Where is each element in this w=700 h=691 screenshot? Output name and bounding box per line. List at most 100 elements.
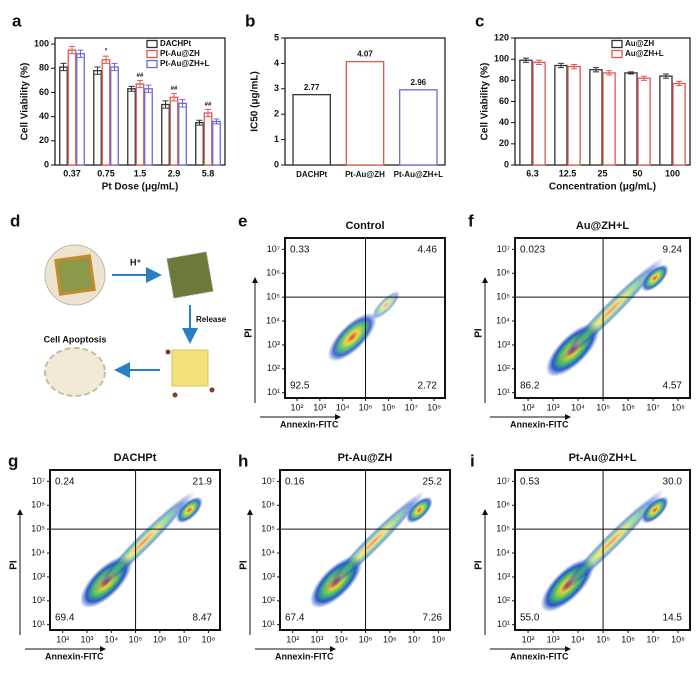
y-axis-label: PI — [244, 328, 255, 338]
bar — [169, 96, 179, 166]
cube — [171, 349, 209, 387]
x-tick-label: 10⁷ — [646, 402, 659, 412]
diagram-label: Release — [196, 315, 227, 324]
x-tick-label: 10² — [290, 402, 303, 412]
x-tick-label: 10³ — [80, 634, 93, 644]
x-tick-label: 10⁸ — [427, 402, 441, 412]
diagram: d H⁺ Release Cell Apoptosis — [10, 211, 227, 398]
x-tick-label: 10⁴ — [336, 402, 350, 412]
bar — [76, 53, 85, 166]
x-tick-label: 1.5 — [134, 168, 147, 178]
x-tick-label: 10⁸ — [432, 634, 446, 644]
y-tick-label: 10⁵ — [31, 524, 45, 534]
bar — [532, 61, 546, 166]
cell — [44, 347, 106, 397]
bar — [195, 122, 204, 166]
y-tick-label: 10⁵ — [261, 524, 275, 534]
y-tick-label: 10⁴ — [496, 547, 510, 557]
y-tick-label: 40 — [499, 117, 509, 127]
bar — [135, 83, 145, 166]
bar — [567, 65, 581, 166]
y-tick-label: 10⁵ — [496, 524, 510, 534]
bar — [59, 66, 68, 166]
y-tick-label: 10⁶ — [261, 500, 275, 510]
y-tick-label: 20 — [499, 138, 509, 148]
quadrant-value: 30.0 — [663, 477, 683, 488]
y-tick-label: 10² — [267, 363, 280, 373]
y-tick-label: 0 — [44, 159, 49, 169]
x-tick-label: 10⁵ — [359, 634, 373, 644]
legend-label: DACHPt — [160, 39, 191, 48]
y-tick-label: 10⁷ — [497, 476, 510, 486]
bar — [602, 72, 616, 166]
error-bar — [77, 49, 84, 58]
y-tick-label: 0 — [274, 159, 279, 169]
panel-label: b — [245, 11, 255, 30]
y-tick-label: 10⁷ — [497, 244, 510, 254]
x-tick-label: 10³ — [313, 402, 326, 412]
error-bar — [213, 118, 220, 125]
y-tick-label: 10⁵ — [266, 292, 280, 302]
plot-frame — [49, 469, 221, 631]
legend-label: Au@ZH+L — [625, 49, 664, 58]
y-tick-label: 10¹ — [497, 387, 510, 397]
y-tick-label: 10⁴ — [31, 547, 45, 557]
bar — [345, 60, 385, 166]
y-axis-label: PI — [474, 560, 485, 570]
y-axis-label: Cell Viability (%) — [480, 63, 491, 141]
quadrant-value: 0.16 — [285, 477, 305, 488]
x-tick-label: 10⁴ — [571, 634, 585, 644]
y-tick-label: 60 — [499, 96, 509, 106]
bar — [178, 102, 187, 166]
x-tick-label: 100 — [665, 168, 680, 178]
y-tick-label: 40 — [39, 111, 49, 121]
x-tick-label: 10² — [286, 634, 299, 644]
bar — [144, 88, 153, 166]
y-tick-label: 10⁵ — [496, 292, 510, 302]
quadrant-value: 86.2 — [520, 381, 540, 392]
x-tick-label: 0.75 — [97, 168, 115, 178]
chart-title: Au@ZH+L — [576, 220, 629, 232]
diagram-label: H⁺ — [130, 257, 141, 267]
error-bar — [641, 75, 648, 81]
y-tick-label: 80 — [499, 75, 509, 85]
legend-swatch — [611, 49, 623, 59]
quadrant-value: 0.24 — [55, 477, 75, 488]
x-tick-label: 10² — [522, 634, 535, 644]
x-tick-label: DACHPt — [296, 170, 327, 179]
bar — [589, 69, 603, 166]
x-tick-label: 12.5 — [559, 168, 577, 178]
quadrant-value: 4.46 — [418, 245, 438, 256]
quadrant-value: 92.5 — [290, 381, 310, 392]
error-bar — [557, 62, 564, 69]
x-tick-label: 0.37 — [63, 168, 81, 178]
significance-label: ## — [205, 102, 212, 108]
y-axis-label: PI — [474, 328, 485, 338]
panel-label: h — [238, 451, 248, 470]
chart-title: Pt-Au@ZH+L — [569, 452, 637, 464]
y-tick-label: 10⁷ — [262, 476, 275, 486]
bar — [212, 120, 221, 166]
y-tick-label: 2 — [274, 109, 279, 119]
x-tick-label: 10⁶ — [621, 402, 635, 412]
error-bar — [103, 55, 109, 64]
density-cloud — [558, 257, 664, 363]
bar — [519, 59, 533, 166]
x-tick-label: 25 — [597, 168, 607, 178]
bar — [110, 66, 119, 166]
density-cloud — [322, 491, 425, 593]
value-label: 2.96 — [411, 78, 427, 87]
y-tick-label: 10² — [497, 595, 510, 605]
x-tick-label: 5.8 — [202, 168, 215, 178]
chart-title: Control — [345, 220, 384, 232]
density-cloud — [371, 290, 401, 320]
x-tick-label: 10⁶ — [621, 634, 635, 644]
x-axis-label: Annexin-FITC — [510, 419, 569, 429]
x-tick-label: 10⁷ — [646, 634, 659, 644]
error-bar — [196, 119, 203, 126]
legend-swatch — [611, 39, 623, 49]
error-bar — [205, 108, 211, 118]
x-tick-label: Pt-Au@ZH — [345, 170, 385, 179]
particle — [209, 387, 215, 393]
